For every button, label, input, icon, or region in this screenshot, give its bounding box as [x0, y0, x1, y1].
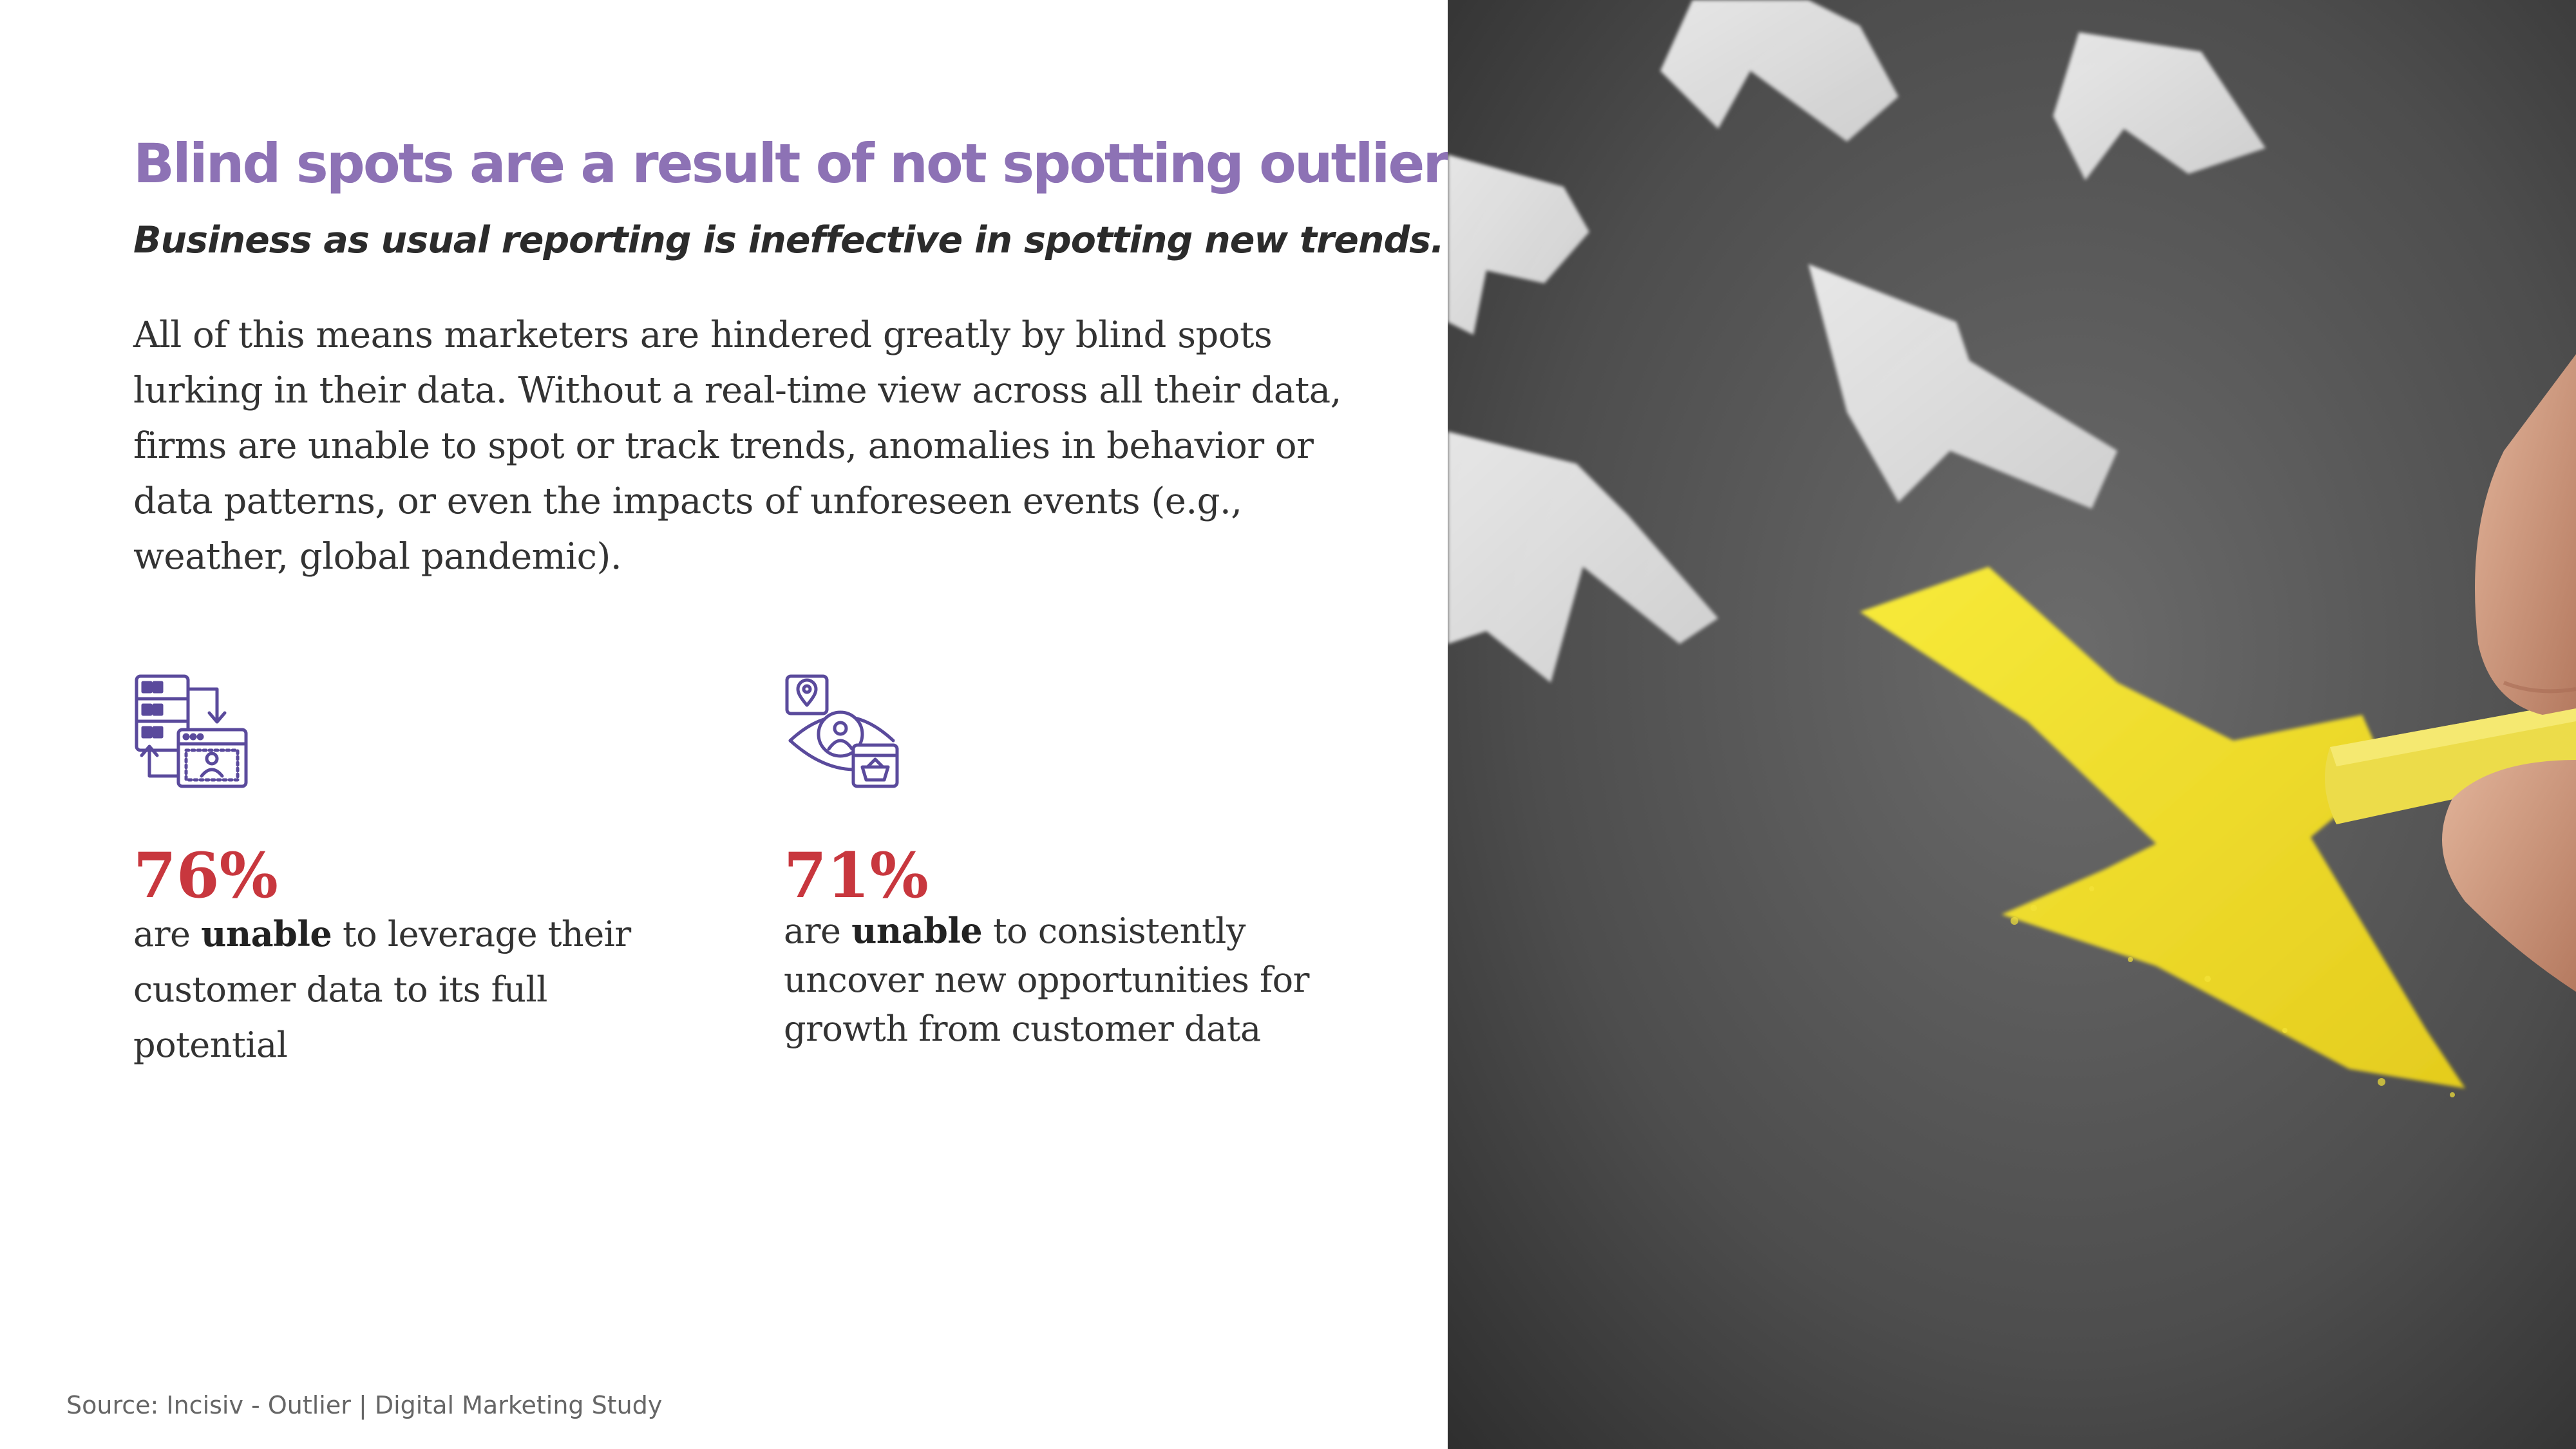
slide-subtitle: Business as usual reporting is ineffecti…: [133, 219, 1444, 261]
body-paragraph: All of this means marketers are hindered…: [133, 308, 1357, 585]
body-line: lurking in their data. Without a real-ti…: [133, 370, 1341, 412]
body-line: weather, global pandemic).: [133, 536, 622, 578]
stat-description: are unable to leverage their customer dat…: [133, 913, 631, 1065]
stat-block-2: 71% are unable to consistently uncover ne…: [784, 673, 1363, 1054]
stat-block-1: 76% are unable to leverage their customer…: [133, 673, 713, 1073]
source-citation: Source: Incisiv - Outlier | Digital Mark…: [66, 1391, 663, 1419]
stat-value: 71%: [784, 839, 929, 912]
data-transfer-user-icon: [135, 674, 248, 788]
slide-title: Blind spots are a result of not spotting…: [133, 132, 1499, 195]
emphasis: unable: [201, 913, 332, 954]
stat-description: are unable to consistently uncover new op…: [784, 910, 1310, 1049]
stat-value: 76%: [133, 839, 278, 912]
customer-insight-eye-icon: [785, 674, 899, 788]
chalkboard-arrows-photo: [1448, 0, 2576, 1449]
body-line: firms are unable to spot or track trends…: [133, 425, 1314, 467]
body-line: All of this means marketers are hindered…: [133, 314, 1273, 356]
body-line: data patterns, or even the impacts of un…: [133, 480, 1242, 522]
emphasis: unable: [851, 910, 983, 951]
content-panel: Blind spots are a result of not spotting…: [66, 132, 1499, 1419]
